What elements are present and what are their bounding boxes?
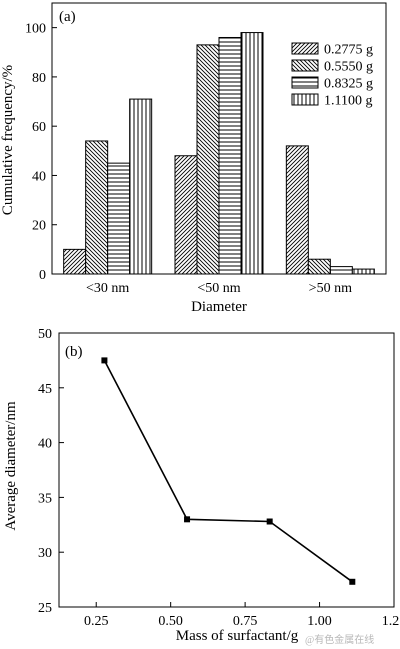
bar-chart-panel-a: (a) 0 20 40 60 80 100 <30 nm <50 nm >50 nm 0.27… [0,2,387,315]
bar-2-3 [218,36,242,275]
legend-swatch-3 [291,76,319,89]
x-tick-label-b: 0.75 [233,614,258,629]
bar-1-4 [129,98,153,275]
legend-label-2: 0.5550 g [324,60,373,75]
watermark: @有色金属在线 [305,633,374,646]
y-axis-title-a: Cumulative frequency/% [0,65,16,215]
x-axis-title-b: Mass of surfactant/g [176,628,299,644]
data-point-4 [349,578,356,585]
bar-1-2 [85,140,109,275]
y-tick-label-b: 45 [38,382,52,397]
x-tick-label-b: 1.00 [307,614,332,629]
bar-2-2 [196,44,220,275]
panel-label-a: (a) [59,9,76,25]
bar-2-1 [174,155,198,275]
legend-swatch-4 [291,93,319,106]
y-tick-label-b: 35 [38,491,52,506]
bar-3-2 [307,258,331,275]
y-tick-label-a: 40 [32,169,46,184]
y-tick-label-b: 25 [38,601,52,616]
data-point-1 [101,357,108,364]
bar-3-3 [329,266,353,275]
bar-2-4 [240,32,264,275]
y-tick-label-a: 100 [25,22,46,37]
bar-1-3 [107,162,131,275]
x-tick-label-a: >50 nm [309,281,352,296]
legend-label-1: 0.2775 g [324,43,373,58]
y-axis-title-b: Average diameter/nm [3,401,19,531]
bar-3-4 [351,268,375,275]
y-tick-label-a: 20 [32,219,46,234]
y-tick-label-b: 50 [38,327,52,342]
legend-swatch-2 [291,59,319,72]
legend-swatch-1 [291,42,319,55]
legend-label-4: 1.1100 g [324,94,372,109]
x-axis-title-a: Diameter [191,299,247,315]
legend-label-3: 0.8325 g [324,77,373,92]
x-tick-label-a: <30 nm [86,281,129,296]
data-point-2 [184,516,191,523]
plot-frame-b [58,332,395,608]
y-tick-label-b: 40 [38,437,52,452]
x-tick-label-a: <50 nm [197,281,240,296]
x-tick-label-b: 0.25 [84,614,109,629]
bar-3-1 [285,145,309,275]
series-line [103,360,353,583]
panel-label-b: (b) [65,344,83,360]
x-tick-label-b: 1.25 [382,614,400,629]
x-tick-label-b: 0.50 [158,614,183,629]
y-tick-label-a: 60 [32,120,46,135]
y-tick-label-a: 80 [32,71,46,86]
y-tick-label-b: 30 [38,546,52,561]
y-tick-label-a: 0 [39,268,46,283]
bar-1-1 [63,248,87,275]
data-point-3 [266,518,273,525]
line-chart-panel-b: (b) 25 30 35 40 45 50 0.25 0.50 0.75 1.00 1.25 Ma… [3,327,400,644]
